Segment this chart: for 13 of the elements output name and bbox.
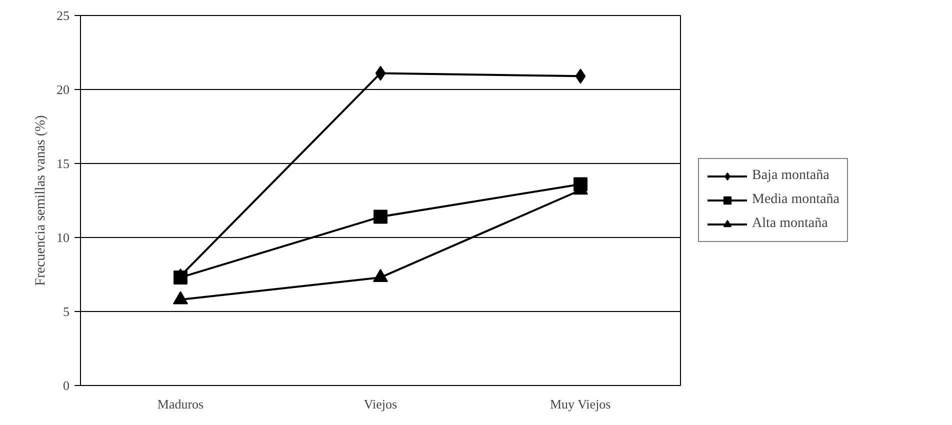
y-tick-label: 5	[63, 304, 70, 319]
legend-label: Alta montaña	[752, 216, 828, 232]
y-tick-label: 25	[56, 8, 70, 23]
y-tick-label: 10	[56, 230, 70, 245]
x-tick-label: Muy Viejos	[550, 396, 611, 412]
y-axis-title: Frecuencia semillas vanas (%)	[34, 114, 48, 286]
legend-label: Media montaña	[752, 192, 840, 208]
x-tick-label: Maduros	[157, 396, 204, 412]
x-tick-label: Viejos	[364, 396, 398, 412]
y-tick-label: 15	[56, 156, 70, 171]
y-tick-label: 0	[63, 378, 70, 393]
y-tick-label: 20	[56, 82, 70, 97]
legend-label: Baja montaña	[752, 168, 830, 184]
